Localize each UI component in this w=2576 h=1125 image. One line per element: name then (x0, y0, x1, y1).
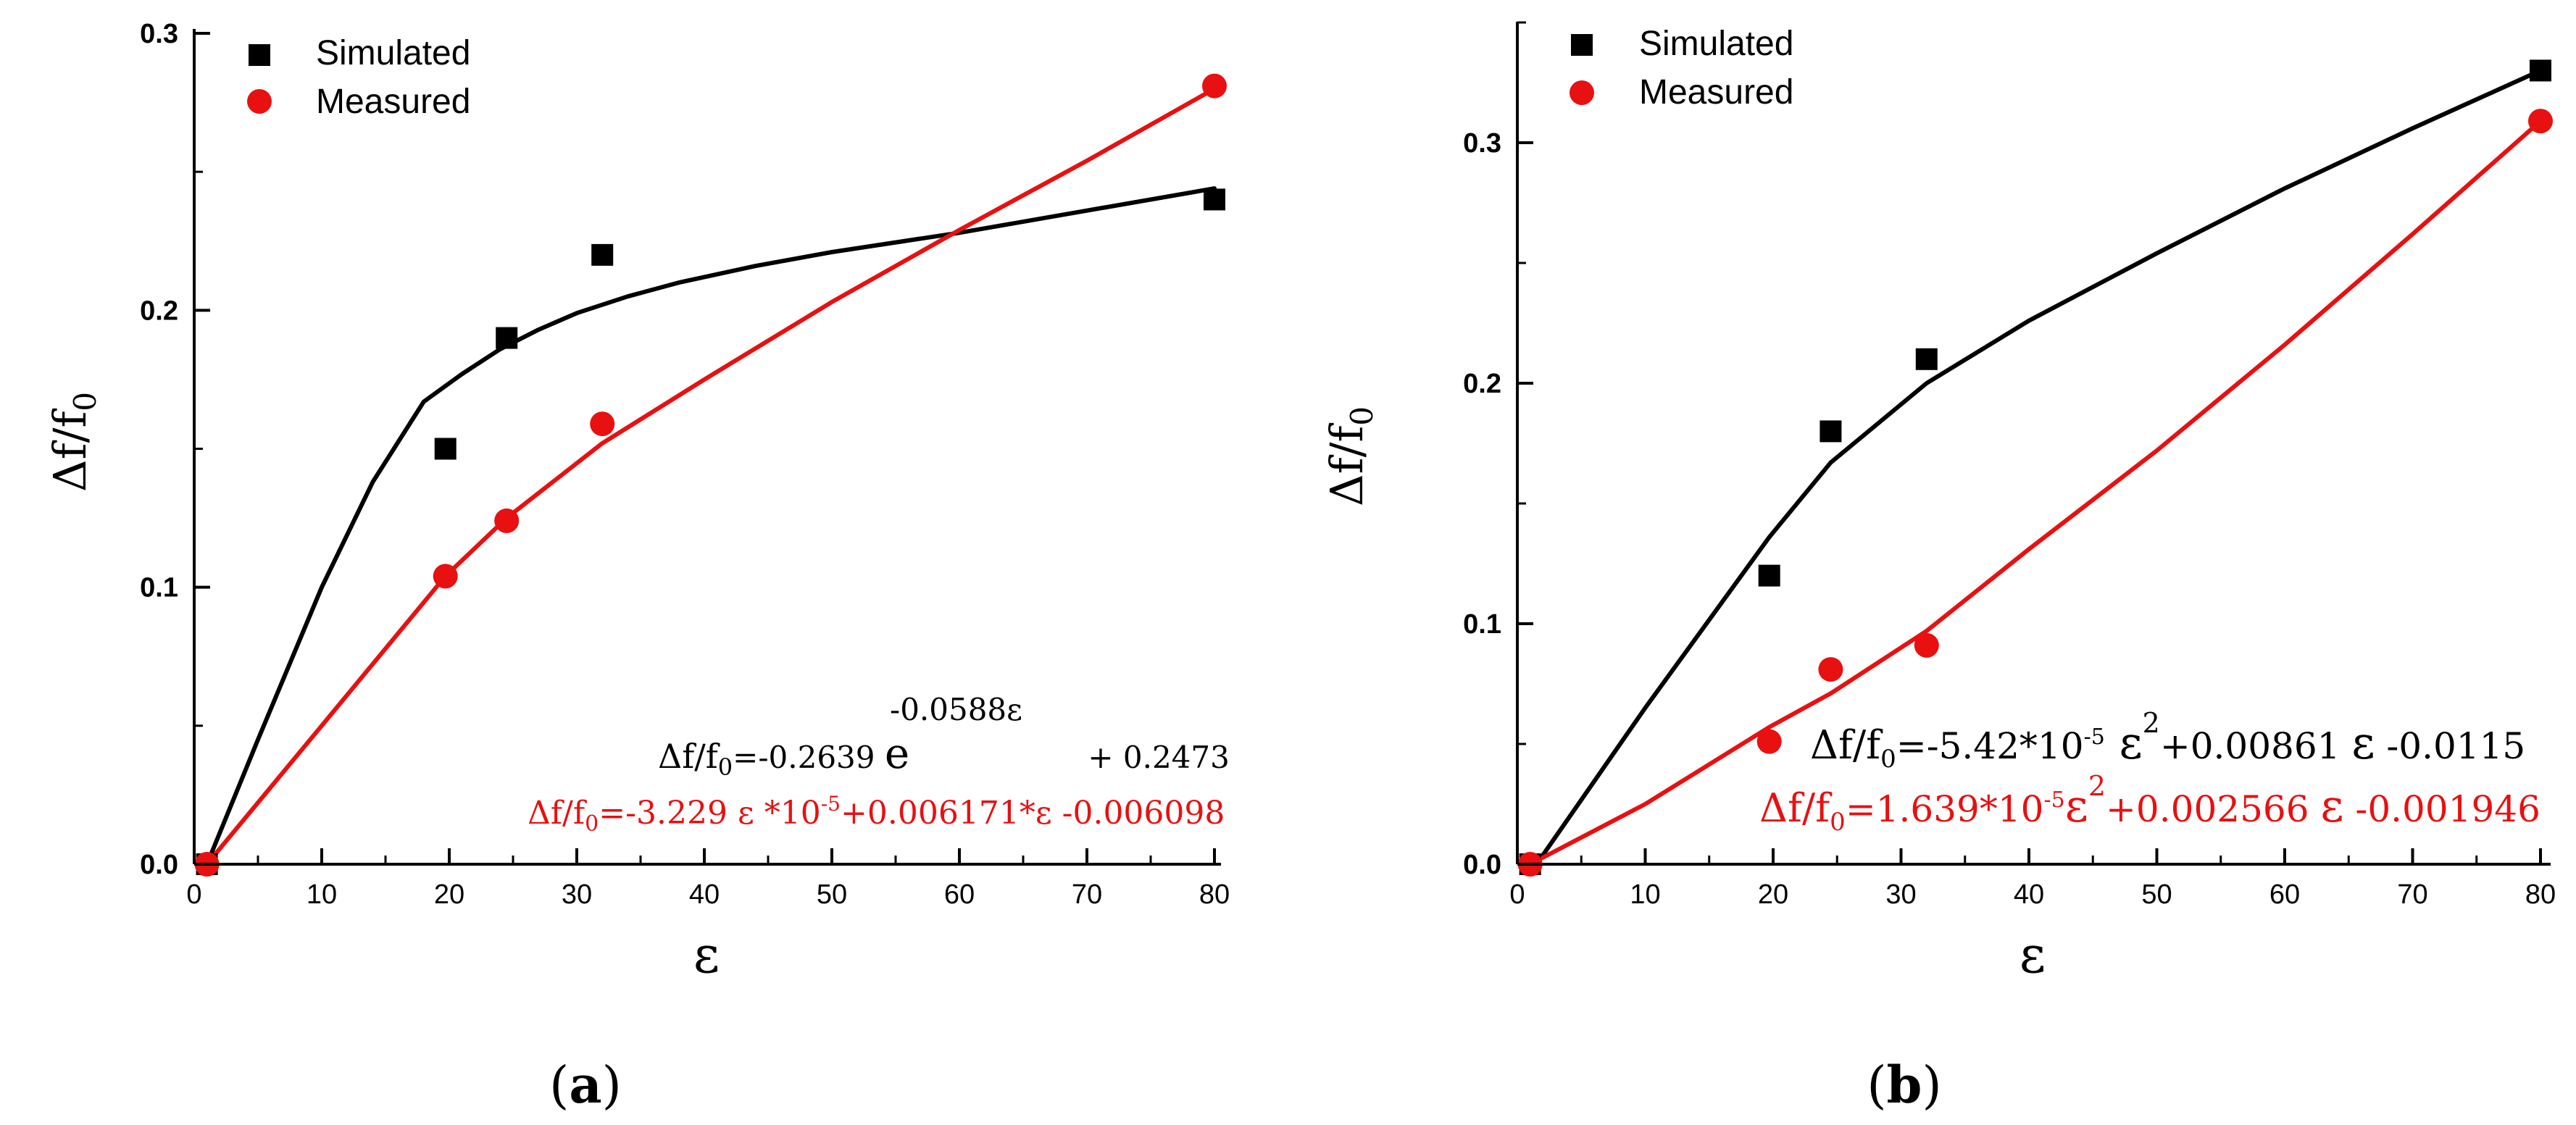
x-axis: 0 10 20 30 40 50 60 70 80 (186, 848, 1230, 910)
panel-b-fit-lines (1527, 68, 2543, 866)
legend-simulated-marker (1571, 34, 1593, 56)
y-tick-label: 0.2 (1463, 369, 1501, 399)
y-axis: 0.0 0.1 0.2 0.3 (1463, 21, 1533, 880)
x-tick-label: 10 (307, 879, 337, 910)
panel-b-data-points (1517, 59, 2553, 877)
y-ticks (194, 32, 210, 866)
measured-point (1756, 729, 1782, 754)
x-tick-label: 30 (1885, 879, 1916, 910)
x-tick-label: 20 (434, 879, 464, 910)
panel-a-fit-lines (204, 86, 1217, 866)
x-tick-label: 40 (2014, 879, 2044, 910)
y-axis-label: Δf/f0 (1320, 406, 1380, 506)
panel-a-caption: (a) (549, 1055, 622, 1115)
y-axis: 0.0 0.1 0.2 0.3 (140, 19, 210, 880)
x-tick-label: 0 (186, 879, 201, 910)
measured-point (494, 508, 520, 533)
x-tick-label: 60 (944, 879, 975, 910)
simulated-point (496, 327, 518, 349)
y-tick-label: 0.1 (1463, 609, 1501, 640)
x-tick-labels: 0 10 20 30 40 50 60 70 80 (1509, 879, 2556, 910)
legend-measured-label: Measured (316, 83, 470, 121)
y-tick-label: 0.1 (140, 573, 178, 603)
x-tick-label: 40 (689, 879, 720, 910)
y-tick-label: 0.2 (140, 296, 178, 326)
legend-measured-label: Measured (1639, 73, 1793, 112)
simulated-point (591, 243, 614, 266)
x-axis-label: ε (693, 925, 720, 984)
simulated-fit-equation: Δf/f0=-0.2639 e-0.0588ε + 0.2473 (658, 692, 1230, 781)
x-axis-label: ε (2019, 925, 2046, 984)
x-axis: 0 10 20 30 40 50 60 70 80 (1509, 848, 2556, 910)
x-tick-labels: 0 10 20 30 40 50 60 70 80 (186, 879, 1230, 910)
legend-simulated-label: Simulated (1639, 25, 1793, 63)
legend-simulated-label: Simulated (316, 34, 470, 72)
measured-point (433, 564, 458, 589)
measured-point (590, 411, 615, 437)
y-axis-label: Δf/f0 (43, 392, 103, 492)
y-tick-label: 0.0 (140, 850, 178, 880)
panel-b-caption: (b) (1867, 1055, 1942, 1115)
simulated-point (2530, 59, 2551, 82)
simulated-fit-line (1534, 68, 2543, 866)
x-tick-label: 80 (1199, 879, 1230, 910)
y-tick-label: 0.3 (1463, 128, 1501, 159)
x-ticks (1516, 848, 2542, 864)
legend: Simulated Measured (247, 34, 470, 121)
legend-measured-marker (1570, 80, 1594, 105)
x-tick-label: 70 (1072, 879, 1102, 910)
simulated-point (1758, 564, 1780, 587)
y-tick-labels: 0.0 0.1 0.2 0.3 (1463, 128, 1501, 880)
legend-simulated-marker (249, 44, 270, 66)
panel-b: 0 10 20 30 40 50 60 70 80 0.0 0.1 0.2 0.3 ε Δf/f0 S… (1320, 21, 2556, 1115)
measured-fit-line (1527, 119, 2543, 866)
x-tick-label: 10 (1630, 879, 1660, 910)
measured-fit-line (204, 86, 1217, 866)
y-tick-label: 0.3 (140, 19, 178, 49)
x-tick-label: 20 (1758, 879, 1788, 910)
simulated-point (1820, 420, 1842, 443)
x-tick-label: 80 (2525, 879, 2556, 910)
measured-point (1818, 657, 1843, 682)
panel-a-data-points (194, 73, 1227, 877)
legend-measured-marker (247, 89, 272, 114)
x-ticks (193, 848, 1216, 864)
measured-point (1914, 632, 1939, 658)
y-tick-labels: 0.0 0.1 0.2 0.3 (140, 19, 178, 880)
simulated-fit-equation: Δf/f0=-5.42*10-5 ε2+0.00861 ε -0.0115 (1810, 707, 2525, 774)
measured-point (2528, 109, 2553, 134)
simulated-fit-line (204, 186, 1217, 866)
x-tick-label: 60 (2269, 879, 2300, 910)
y-tick-label: 0.0 (1463, 850, 1501, 880)
x-tick-label: 50 (2141, 879, 2172, 910)
x-tick-label: 50 (817, 879, 847, 910)
panel-a: 0 10 20 30 40 50 60 70 80 0.0 0.1 0.2 0.3 ε Δf/f0 S… (43, 19, 1230, 1115)
simulated-point (1915, 348, 1938, 370)
x-tick-label: 0 (1509, 879, 1525, 910)
legend: Simulated Measured (1570, 25, 1793, 112)
y-ticks (1517, 21, 1533, 866)
measured-fit-equation: Δf/f0=-3.229 ε *10-5+0.006171*ε -0.00609… (528, 792, 1225, 837)
x-tick-label: 30 (562, 879, 592, 910)
simulated-point (434, 438, 457, 460)
x-tick-label: 70 (2397, 879, 2427, 910)
simulated-point (1204, 188, 1225, 211)
measured-fit-equation: Δf/f0=1.639*10-5ε2+0.002566 ε -0.001946 (1759, 770, 2540, 837)
measured-point (1202, 73, 1227, 99)
